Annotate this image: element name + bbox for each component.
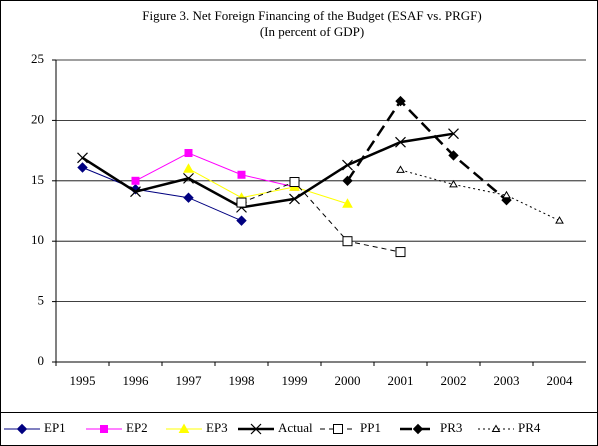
chart-title: Figure 3. Net Foreign Financing of the B… — [142, 8, 481, 23]
chart-subtitle: (In percent of GDP) — [260, 24, 364, 39]
marker — [131, 176, 140, 185]
marker — [183, 172, 194, 184]
series-line — [82, 167, 242, 222]
marker — [502, 190, 511, 199]
marker — [100, 425, 108, 433]
marker — [412, 423, 424, 435]
x-tick-label: 2002 — [441, 373, 467, 388]
marker — [342, 175, 353, 187]
series-line — [400, 169, 560, 222]
series-line — [241, 181, 401, 253]
legend-label: PR3 — [440, 420, 462, 435]
x-tick-label: 2000 — [335, 373, 361, 388]
series-line — [81, 132, 454, 209]
y-tick-label: 20 — [31, 111, 44, 126]
legend-label: EP1 — [44, 420, 66, 435]
marker — [289, 193, 300, 205]
marker — [342, 236, 353, 247]
marker — [16, 423, 28, 435]
series-line — [346, 99, 508, 202]
marker — [236, 197, 247, 208]
y-tick-label: 0 — [38, 353, 45, 368]
legend-label: EP2 — [126, 420, 148, 435]
x-tick-label: 2004 — [547, 373, 574, 388]
marker — [250, 423, 262, 435]
marker — [178, 423, 190, 433]
marker — [491, 424, 501, 432]
y-tick-label: 15 — [31, 172, 44, 187]
marker — [448, 128, 459, 140]
legend-label: PP1 — [360, 420, 381, 435]
marker — [77, 152, 88, 164]
legend-label: Actual — [278, 420, 313, 435]
series-line — [135, 152, 295, 188]
x-tick-label: 2003 — [494, 373, 520, 388]
marker — [184, 149, 193, 158]
marker — [237, 170, 246, 179]
marker — [555, 216, 564, 224]
x-tick-label: 1996 — [123, 373, 150, 388]
legend-label: PR4 — [518, 420, 541, 435]
y-tick-label: 5 — [38, 293, 45, 308]
marker — [183, 192, 194, 203]
marker — [130, 186, 141, 198]
legend-label: EP3 — [206, 420, 228, 435]
marker — [342, 198, 353, 208]
marker — [77, 162, 88, 173]
marker — [395, 247, 406, 258]
marker — [448, 150, 459, 161]
x-tick-label: 1997 — [176, 373, 203, 388]
marker — [449, 179, 458, 188]
marker — [183, 163, 194, 173]
x-tick-label: 1995 — [70, 373, 96, 388]
marker — [396, 165, 405, 173]
marker — [236, 215, 247, 226]
marker — [395, 136, 406, 148]
y-tick-label: 25 — [31, 51, 44, 66]
y-tick-label: 10 — [31, 232, 44, 247]
x-tick-label: 2001 — [388, 373, 414, 388]
x-tick-label: 1999 — [282, 373, 308, 388]
marker — [333, 424, 343, 434]
marker — [342, 159, 353, 171]
marker — [395, 95, 406, 107]
marker — [289, 177, 300, 188]
x-tick-label: 1998 — [229, 373, 255, 388]
